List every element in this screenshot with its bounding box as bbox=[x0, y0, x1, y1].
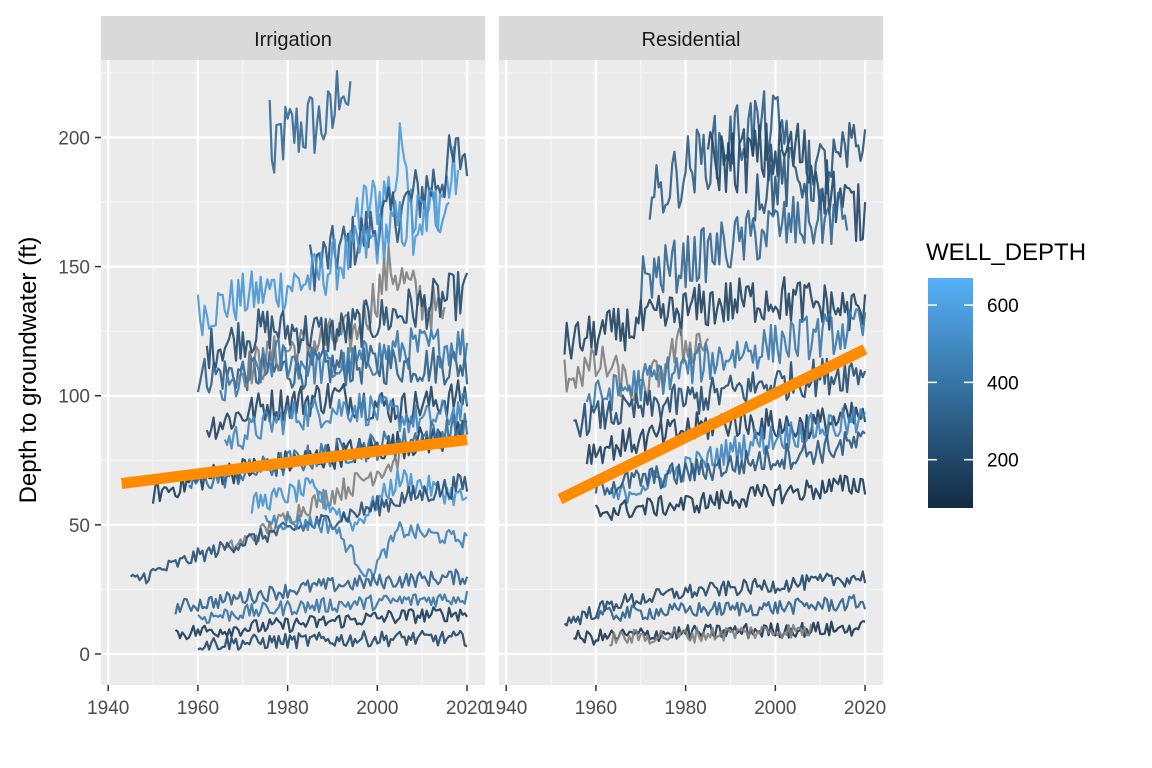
legend-tick-label: 200 bbox=[987, 451, 1019, 472]
well-series-line bbox=[573, 620, 866, 646]
well-series-line bbox=[563, 570, 867, 627]
well-series-line bbox=[639, 188, 849, 304]
x-tick-label: 1960 bbox=[177, 698, 219, 719]
legend-tick-label: 400 bbox=[987, 373, 1019, 394]
well-series-line bbox=[196, 189, 450, 337]
facet-panel-residential: Residential bbox=[499, 16, 883, 685]
well-series-line bbox=[594, 474, 867, 521]
x-tick-label: 1960 bbox=[575, 698, 617, 719]
well-series-line bbox=[205, 271, 469, 370]
y-tick-label: 0 bbox=[79, 645, 90, 666]
well-series-line bbox=[573, 357, 867, 438]
series-group bbox=[129, 70, 469, 651]
facet-panel-irrigation: Irrigation bbox=[101, 16, 485, 685]
x-tick-label: 2000 bbox=[356, 698, 398, 719]
x-tick-label: 1940 bbox=[485, 698, 527, 719]
panel-background bbox=[101, 60, 485, 685]
well-series-line bbox=[264, 514, 468, 579]
well-series-line bbox=[205, 379, 469, 440]
y-tick-label: 100 bbox=[58, 387, 90, 408]
legend-title: WELL_DEPTH bbox=[926, 239, 1086, 266]
well-series-line bbox=[268, 70, 352, 174]
well-series-line bbox=[609, 623, 813, 647]
series-group bbox=[563, 90, 867, 647]
x-tick-label: 2020 bbox=[446, 698, 488, 719]
y-tick-label: 150 bbox=[58, 258, 90, 279]
x-tick-label: 2020 bbox=[844, 698, 886, 719]
facet-strip bbox=[499, 16, 883, 60]
trend-line bbox=[557, 344, 868, 504]
well-series-line bbox=[752, 121, 867, 222]
y-tick-label: 50 bbox=[69, 516, 90, 537]
well-series-line bbox=[353, 122, 460, 257]
well-series-line bbox=[174, 568, 469, 615]
trend-line bbox=[120, 434, 468, 490]
y-tick-label: 200 bbox=[58, 128, 90, 149]
legend-tick-label: 600 bbox=[987, 296, 1019, 317]
well-series-line bbox=[250, 468, 468, 532]
well-series-line bbox=[595, 594, 867, 622]
well-series-line bbox=[174, 606, 469, 641]
well-series-line bbox=[219, 327, 469, 402]
well-series-line bbox=[563, 276, 867, 360]
well-series-line bbox=[563, 327, 709, 404]
facet-strip bbox=[101, 16, 485, 60]
well-series-line bbox=[224, 447, 401, 553]
x-tick-label: 1980 bbox=[266, 698, 308, 719]
facet-panels: Irrigation Residential bbox=[101, 16, 883, 685]
legend: WELL_DEPTH 200 400 600 bbox=[926, 239, 1086, 508]
well-series-line bbox=[129, 473, 469, 585]
legend-colorbar bbox=[928, 278, 973, 508]
well-series-line bbox=[197, 590, 469, 625]
x-tick-label: 1940 bbox=[87, 698, 129, 719]
well-series-line bbox=[585, 308, 867, 412]
x-tick-label: 1980 bbox=[664, 698, 706, 719]
well-series-line bbox=[196, 344, 469, 394]
facet-strip-label: Irrigation bbox=[254, 29, 332, 51]
x-tick-label: 2000 bbox=[754, 698, 796, 719]
y-axis-title: Depth to groundwater (ft) bbox=[15, 237, 42, 504]
legend-ticks: 200 400 600 bbox=[928, 296, 1019, 472]
well-series-line bbox=[223, 392, 469, 450]
facet-strip-label: Residential bbox=[642, 29, 741, 51]
well-series-line bbox=[585, 401, 867, 465]
well-series-line bbox=[594, 430, 866, 496]
well-series-line bbox=[197, 629, 468, 651]
